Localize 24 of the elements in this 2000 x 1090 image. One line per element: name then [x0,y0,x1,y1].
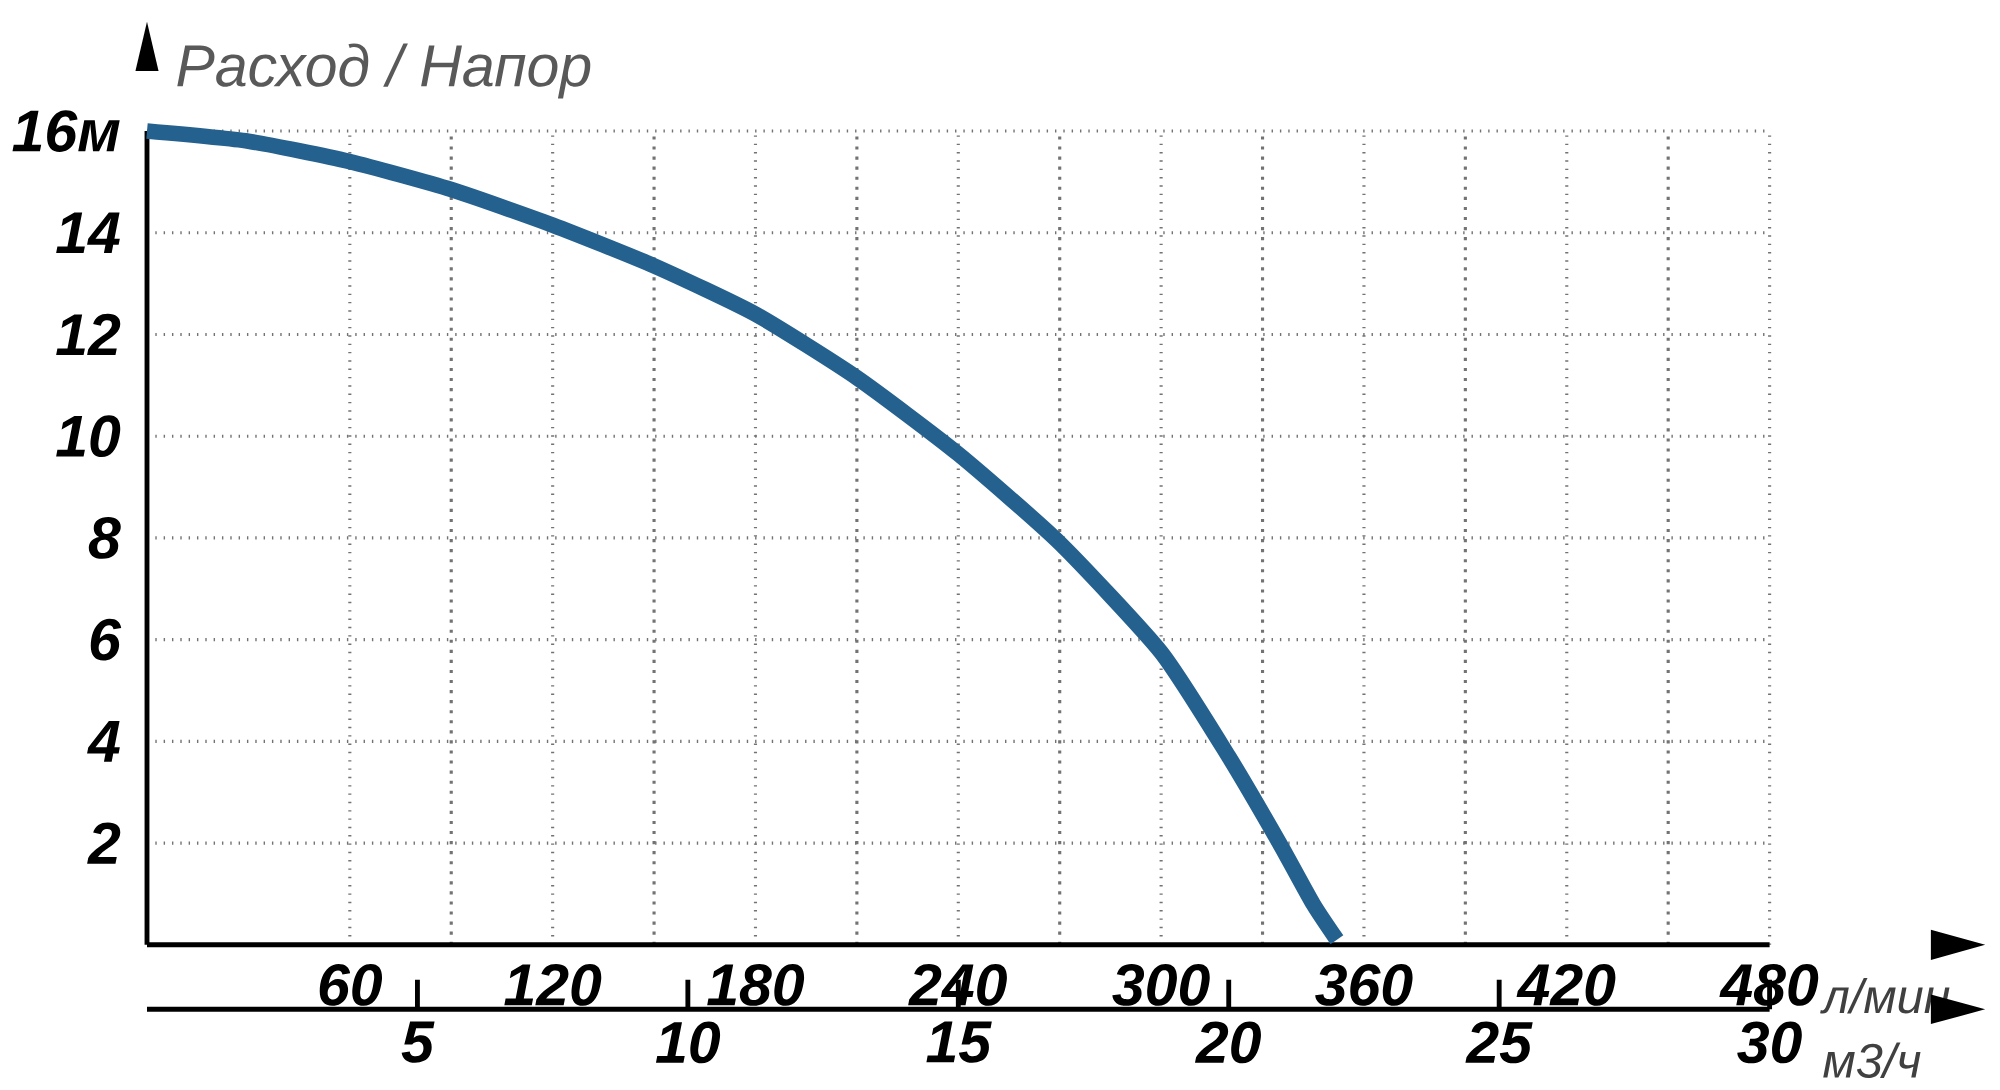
x-tick-label: 300 [1112,964,1210,1006]
x-tick-label: 180 [707,964,805,1006]
x-tick-label: 360 [1315,964,1413,1006]
y-tick-label: 16м [12,110,120,153]
x2-tick-label: 30 [1737,1021,1802,1064]
y-tick-label: 14 [56,212,120,254]
x-tick-label: 120 [504,964,602,1006]
x2-tick-label: 25 [1465,1021,1533,1064]
x2-axis-title: м3/ч [1823,1042,1921,1079]
x2-tick-label: 10 [655,1021,721,1064]
x-tick-label: 240 [908,964,1007,1006]
x-tick-label: 480 [1719,964,1819,1006]
x-tick-label: 60 [319,964,383,1006]
x2-tick-label: 5 [401,1021,435,1063]
x2-tick-label: 20 [1194,1021,1261,1064]
y-tick-label: 4 [87,721,120,762]
x-tick-label: 420 [1516,964,1616,1006]
y-axis-title: Расход / Напор [177,43,591,99]
y-tick-label: 8 [88,517,121,559]
y-tick-label: 10 [56,415,121,458]
y-tick-label: 12 [56,314,121,356]
x2-tick-label: 15 [926,1021,992,1063]
y-tick-label: 2 [87,822,121,864]
y-tick-label: 6 [90,618,122,661]
